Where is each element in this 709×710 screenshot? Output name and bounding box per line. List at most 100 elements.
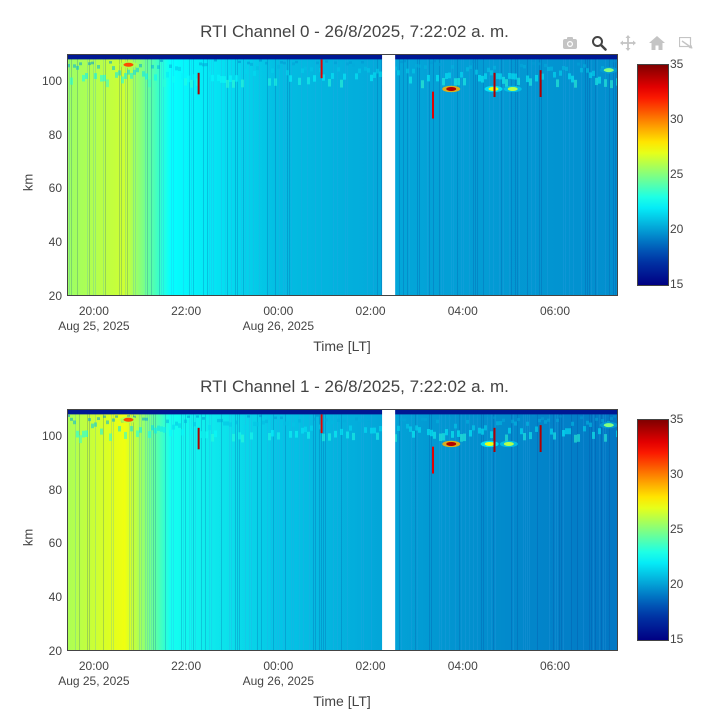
echo-layer-cell <box>574 434 577 443</box>
texture-line <box>275 59 276 296</box>
texture-line <box>475 59 476 296</box>
pan-icon <box>620 35 636 51</box>
x-tick-time: 04:00 <box>447 304 478 318</box>
echo-layer-cell <box>610 80 613 89</box>
x-tick-label: 06:00 <box>510 304 600 319</box>
echo-layer-cell <box>130 72 133 79</box>
echo-layer-cell <box>505 434 508 443</box>
echo-layer-cell <box>271 68 274 74</box>
texture-line <box>443 59 444 296</box>
texture-line <box>213 59 214 296</box>
echo-layer-cell <box>235 75 238 82</box>
camera-button[interactable] <box>560 34 580 52</box>
echo-layer-cell <box>517 77 520 86</box>
echo-layer-cell <box>472 60 475 63</box>
y-tick-label: 20 <box>48 289 62 303</box>
echo-layer-cell <box>400 418 403 422</box>
texture-line <box>133 59 134 296</box>
texture-line <box>195 414 196 651</box>
echo-layer-cell <box>541 73 544 80</box>
texture-line <box>113 414 114 651</box>
heatmap-plot-area[interactable] <box>67 409 618 651</box>
echo-layer-cell <box>478 74 481 82</box>
home-button[interactable] <box>647 34 667 52</box>
echo-layer-cell <box>313 75 316 82</box>
texture-line <box>595 59 596 296</box>
texture-line <box>209 59 210 296</box>
texture-line <box>211 414 212 651</box>
echo-layer-cell <box>235 420 238 425</box>
echo-layer-cell <box>214 430 217 438</box>
heatmap-plot-area[interactable] <box>67 54 618 296</box>
vertical-streak <box>432 91 435 119</box>
strong-echo <box>446 86 457 91</box>
texture-line <box>183 59 184 296</box>
texture-line <box>161 59 162 296</box>
echo-layer-cell <box>175 66 178 71</box>
texture-line <box>509 59 510 296</box>
texture-line <box>347 59 348 296</box>
texture-line <box>473 414 474 651</box>
x-tick-label: 04:00 <box>418 659 508 674</box>
echo-layer-cell <box>220 418 223 423</box>
echo-layer-cell <box>262 67 265 72</box>
x-tick-date: Aug 25, 2025 <box>58 674 130 688</box>
texture-line <box>313 414 314 651</box>
echo-layer-cell <box>199 431 202 438</box>
texture-line <box>147 414 148 651</box>
echo-layer-cell <box>409 76 412 84</box>
echo-layer-cell <box>466 419 469 424</box>
echo-layer-cell <box>160 426 163 432</box>
texture-line <box>321 414 322 651</box>
echo-layer-cell <box>430 61 433 65</box>
echo-layer-cell <box>88 418 91 422</box>
texture-line <box>291 59 292 296</box>
echo-layer-cell <box>496 421 499 426</box>
texture-line <box>241 59 242 296</box>
texture-line <box>439 414 440 651</box>
texture-line <box>315 59 316 296</box>
echo-layer-cell <box>589 72 592 79</box>
colorbar-tick-label: 15 <box>670 277 684 291</box>
echo-layer-cell <box>457 430 460 437</box>
echo-layer-cell <box>400 60 403 64</box>
texture-line <box>127 59 128 296</box>
echo-layer-cell <box>559 70 562 76</box>
echo-layer-cell <box>343 418 346 423</box>
texture-line <box>145 59 146 296</box>
autoscale-button[interactable] <box>676 34 696 52</box>
echo-layer-cell <box>583 426 586 432</box>
echo-layer-cell <box>595 77 598 86</box>
texture-line <box>561 414 562 651</box>
heatmap-texture <box>67 59 616 296</box>
pan-button[interactable] <box>618 34 638 52</box>
texture-line <box>547 59 548 296</box>
x-tick-date: Aug 26, 2025 <box>242 674 315 688</box>
echo-layer-cell <box>490 431 493 439</box>
texture-line <box>583 414 584 651</box>
texture-line <box>145 414 146 651</box>
zoom-button[interactable] <box>589 34 609 52</box>
echo-layer-cell <box>529 432 532 440</box>
echo-layer-cell <box>265 61 268 65</box>
rti-panel-channel-0: RTI Channel 0 - 26/8/2025, 7:22:02 a. m.… <box>21 22 684 354</box>
x-tick-label: 06:00 <box>510 659 600 674</box>
echo-layer-cell <box>421 80 424 89</box>
echo-layer-cell <box>427 428 430 436</box>
texture-line <box>67 59 68 296</box>
echo-layer-cell <box>187 415 190 418</box>
texture-line <box>503 59 504 296</box>
texture-line <box>541 59 542 296</box>
echo-layer-cell <box>415 425 418 431</box>
echo-layer-cell <box>379 425 382 432</box>
echo-layer-cell <box>289 75 292 82</box>
echo-layer-cell <box>322 74 325 81</box>
echo-layer-cell <box>169 429 172 437</box>
echo-layer-cell <box>250 62 253 66</box>
echo-layer-cell <box>406 68 409 74</box>
texture-line <box>203 59 204 296</box>
echo-layer-cell <box>583 64 586 68</box>
echo-layer-cell <box>364 66 367 71</box>
texture-line <box>417 414 418 651</box>
echo-layer-cell <box>409 426 412 432</box>
